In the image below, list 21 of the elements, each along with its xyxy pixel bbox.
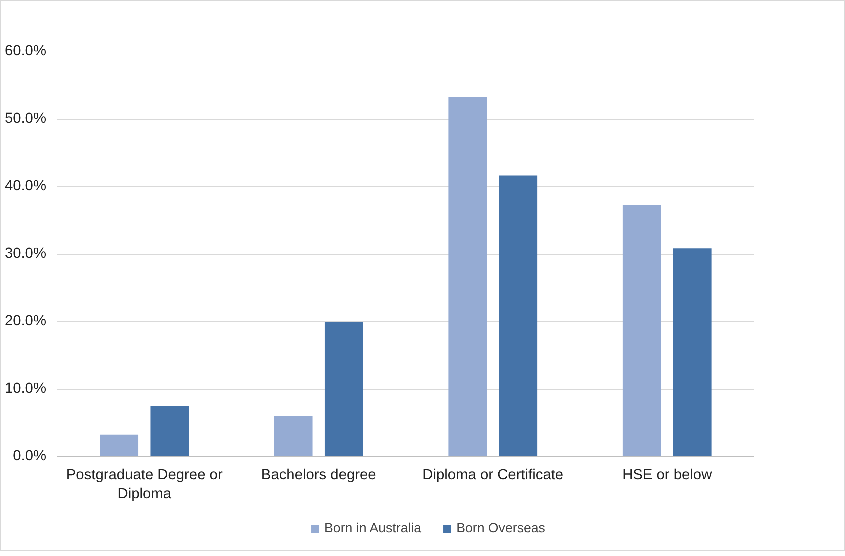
y-tick-label: 10.0% — [4, 381, 47, 397]
x-tick-label: Bachelors degree — [261, 468, 376, 484]
x-tick-label: Diploma or Certificate — [422, 468, 564, 484]
y-tick-label: 40.0% — [4, 178, 47, 194]
y-tick-label: 0.0% — [13, 448, 46, 464]
bar — [324, 322, 364, 456]
y-tick-label: 60.0% — [4, 44, 47, 60]
y-tick-label: 20.0% — [4, 314, 47, 330]
x-tick-label: HSE or below — [622, 468, 713, 484]
bar — [622, 205, 662, 456]
bar — [673, 248, 712, 456]
bar — [100, 434, 139, 456]
legend-label: Born Overseas — [456, 520, 546, 536]
y-tick-label: 50.0% — [4, 111, 47, 127]
bar — [274, 416, 313, 456]
bar — [448, 97, 488, 456]
bar — [150, 406, 190, 456]
x-tick-label: Postgraduate Degree or Diploma — [66, 468, 223, 503]
legend-label: Born in Australia — [324, 520, 422, 536]
bar — [499, 176, 538, 456]
y-tick-label: 30.0% — [4, 246, 47, 262]
